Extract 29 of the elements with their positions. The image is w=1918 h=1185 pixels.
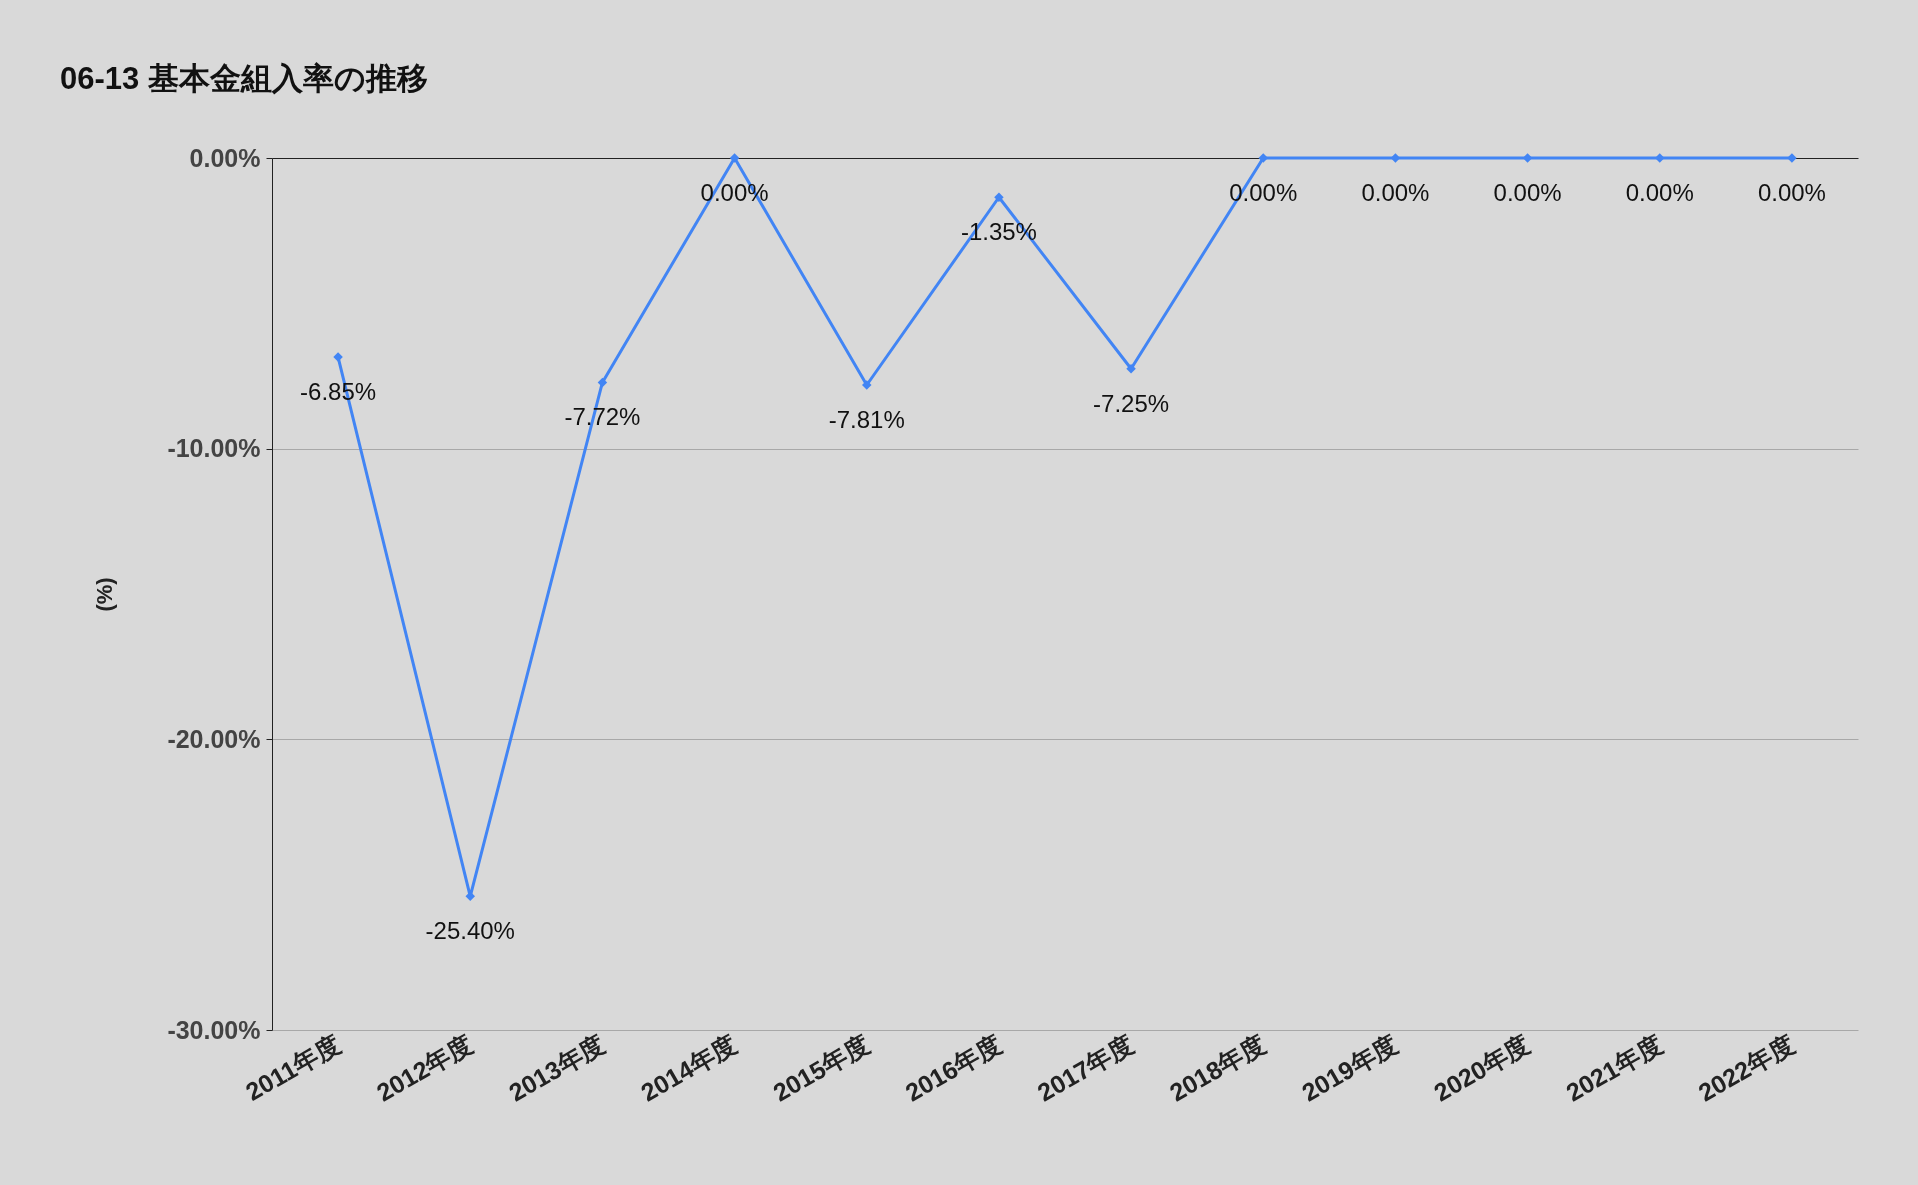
data-label: -7.25% [1093,389,1170,417]
y-tick-label: -10.00% [167,434,261,463]
chart-title: 06-13 基本金組入率の推移 [60,61,428,96]
data-label: 0.00% [1361,179,1430,206]
y-tick-label: -20.00% [167,724,261,753]
data-label: -25.40% [425,917,515,945]
y-tick-label: 0.00% [189,143,261,172]
x-tick-label: 2013年度 [503,1029,610,1107]
point [862,380,872,390]
point [597,377,608,388]
data-label: 0.00% [1757,179,1826,206]
point [729,153,740,163]
x-tick-label: 2012年度 [371,1029,478,1107]
x-tick-label: 2015年度 [768,1029,874,1107]
x-tick-label: 2022年度 [1693,1029,1799,1107]
x-tick-label: 2018年度 [1164,1029,1271,1107]
x-tick-label: 2020年度 [1429,1029,1535,1107]
y-axis-title: (%) [92,577,118,612]
point [1126,363,1136,374]
data-label: 0.00% [1625,179,1694,206]
x-tick-label: 2017年度 [1032,1029,1139,1107]
x-tick-label: 2019年度 [1296,1029,1403,1107]
data-label: 0.00% [1493,179,1562,206]
x-tick-label: 2014年度 [636,1029,742,1107]
point [994,192,1004,202]
x-tick-label: 2016年度 [900,1029,1006,1107]
data-label: -7.81% [828,406,905,434]
x-tick-label: 2021年度 [1561,1029,1667,1107]
y-tick-label: -30.00% [167,1015,261,1044]
